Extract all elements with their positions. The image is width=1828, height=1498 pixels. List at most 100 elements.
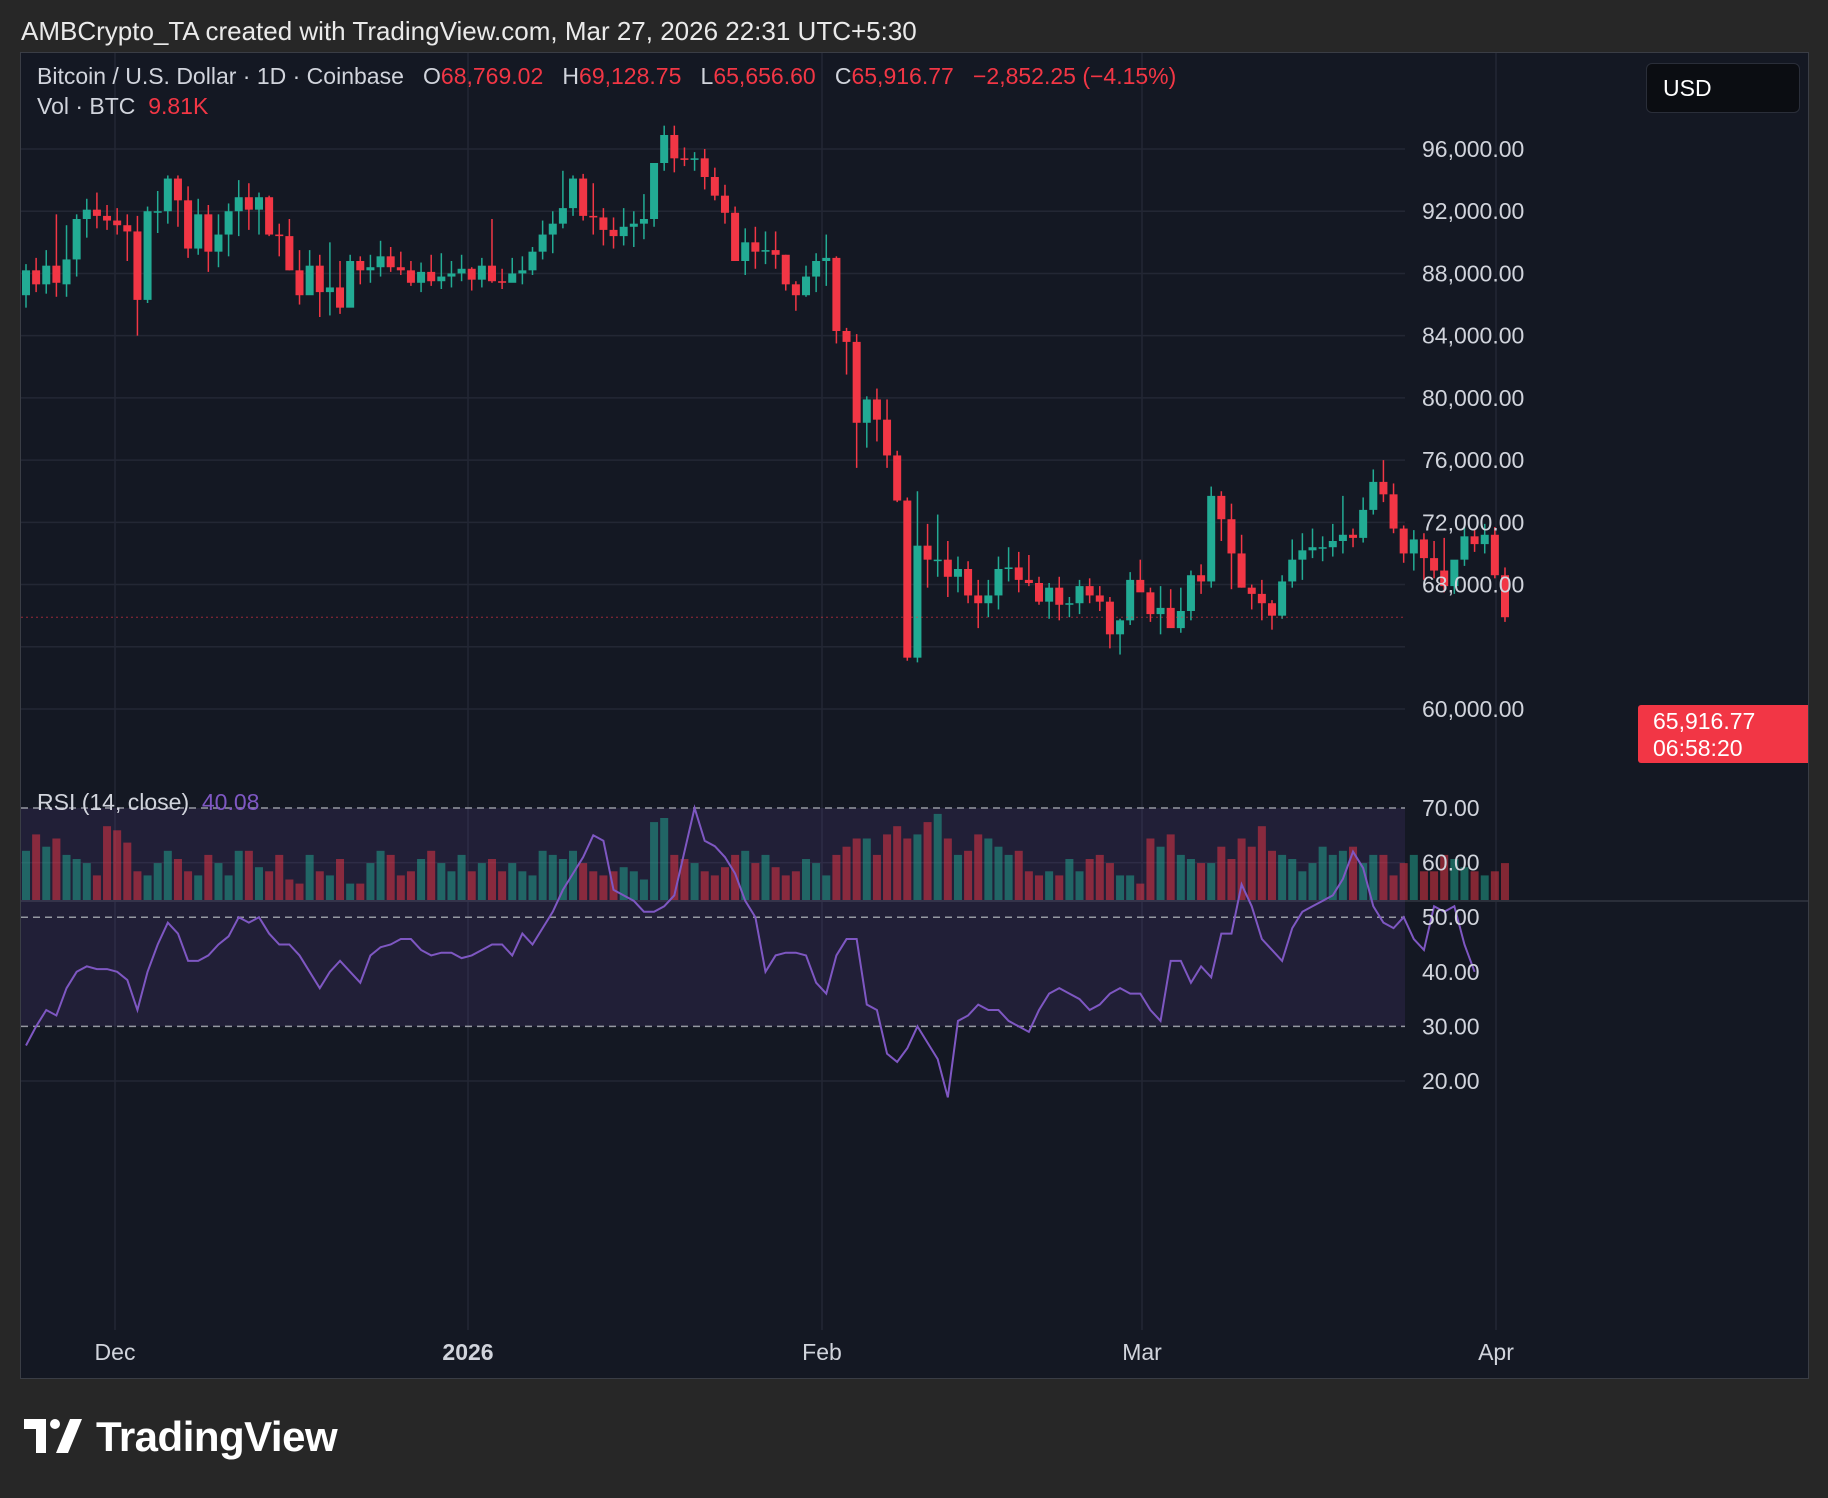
- volume-bar: [315, 871, 324, 900]
- volume-bar: [1409, 854, 1418, 900]
- rsi-axis-label: 70.00: [1422, 795, 1480, 821]
- candle-body: [1450, 559, 1459, 587]
- volume-bar: [832, 854, 841, 900]
- rsi-axis-label: 30.00: [1422, 1013, 1480, 1039]
- candle-body: [548, 223, 557, 235]
- candle-body: [629, 223, 638, 227]
- candle-body: [1338, 534, 1347, 541]
- candle-body: [1217, 495, 1226, 520]
- volume-bar: [1359, 863, 1368, 900]
- volume-bar: [346, 883, 355, 900]
- candle-body: [113, 220, 122, 226]
- volume-bar: [599, 875, 608, 900]
- candle-body: [103, 215, 112, 221]
- bar-countdown: 06:58:20: [1653, 735, 1743, 761]
- candle-body: [933, 559, 942, 562]
- candle-body: [599, 217, 608, 230]
- volume-bar: [731, 854, 740, 900]
- volume-bar: [325, 875, 334, 900]
- volume-bar: [822, 875, 831, 900]
- volume-bar: [92, 875, 101, 900]
- chart-frame[interactable]: 96,000.00 92,000.00 88,000.00 84,000.00 80,0…: [20, 52, 1809, 1379]
- volume-bar: [558, 859, 567, 900]
- candle-body: [741, 242, 750, 261]
- volume-legend: Vol · BTC 9.81K: [37, 93, 208, 120]
- volume-bar: [295, 883, 304, 900]
- price-axis-label: 88,000.00: [1422, 260, 1524, 286]
- candle-body: [660, 135, 669, 163]
- volume-bar: [194, 875, 203, 900]
- candle-body: [751, 242, 760, 252]
- volume-bar: [224, 875, 233, 900]
- last-price-tag: 65,916.77 06:58:20: [1638, 705, 1808, 763]
- volume-bar: [1389, 875, 1398, 900]
- candle-body: [1045, 587, 1054, 602]
- volume-bar: [254, 867, 263, 900]
- volume-label[interactable]: Vol · BTC: [37, 93, 136, 119]
- volume-bar: [1247, 846, 1256, 900]
- currency-button[interactable]: USD: [1646, 63, 1800, 113]
- candle-body: [133, 231, 142, 300]
- volume-bar: [173, 859, 182, 900]
- candle-body: [1349, 534, 1358, 538]
- candle-body: [1419, 539, 1428, 559]
- candle-body: [396, 267, 405, 271]
- candle-body: [32, 270, 41, 285]
- candle-body: [589, 215, 598, 218]
- candle-body: [731, 212, 740, 261]
- candle-body: [1105, 601, 1114, 635]
- candle-body: [984, 595, 993, 604]
- volume-bar: [802, 859, 811, 900]
- rsi-label[interactable]: RSI (14, close): [37, 789, 190, 815]
- volume-bar: [579, 863, 588, 900]
- candle-body: [244, 197, 253, 210]
- candle-body: [680, 158, 689, 160]
- candle-body: [1328, 541, 1337, 548]
- close-value: 65,916.77: [851, 63, 954, 89]
- candle-body: [427, 271, 436, 282]
- chart-canvas[interactable]: 96,000.00 92,000.00 88,000.00 84,000.00 80,0…: [21, 53, 1809, 1379]
- volume-bar: [244, 850, 253, 900]
- volume-bar: [953, 854, 962, 900]
- candle-body: [1389, 494, 1398, 529]
- volume-bar: [1267, 850, 1276, 900]
- volume-bar: [1024, 871, 1033, 900]
- candle-body: [538, 234, 547, 252]
- volume-bar: [852, 838, 861, 900]
- rsi-axis-label: 20.00: [1422, 1068, 1480, 1094]
- volume-bar: [498, 871, 507, 900]
- last-price: 65,916.77: [1653, 708, 1756, 734]
- volume-bar: [447, 871, 456, 900]
- candle-body: [1035, 583, 1043, 602]
- volume-bar: [1116, 875, 1125, 900]
- volume-bar: [1156, 846, 1165, 900]
- candle-body: [194, 214, 203, 249]
- candle-body: [771, 250, 780, 255]
- volume-bar: [842, 846, 851, 900]
- volume-bar: [123, 842, 132, 900]
- volume-bar: [1186, 859, 1195, 900]
- candle-body: [852, 341, 861, 423]
- volume-bar: [285, 879, 294, 900]
- candle-body: [1318, 547, 1327, 549]
- volume-bar: [1085, 859, 1094, 900]
- candle-body: [690, 158, 699, 160]
- price-axis-label: 96,000.00: [1422, 136, 1524, 162]
- volume-bar: [406, 871, 415, 900]
- candle-body: [1257, 593, 1266, 604]
- candle-body: [1308, 547, 1317, 551]
- volume-bar: [163, 850, 172, 900]
- candle-body: [842, 331, 851, 342]
- price-axis-label: 76,000.00: [1422, 447, 1524, 473]
- volume-bar: [710, 875, 719, 900]
- candle-body: [903, 500, 912, 658]
- candle-body: [710, 177, 719, 196]
- candle-body: [42, 265, 51, 285]
- volume-bar: [862, 838, 871, 900]
- candle-body: [1399, 528, 1408, 554]
- candle-body: [336, 287, 345, 308]
- candle-body: [1227, 519, 1236, 554]
- candle-body: [639, 219, 648, 224]
- volume-bar: [1207, 863, 1216, 900]
- symbol-label[interactable]: Bitcoin / U.S. Dollar · 1D · Coinbase: [37, 63, 404, 89]
